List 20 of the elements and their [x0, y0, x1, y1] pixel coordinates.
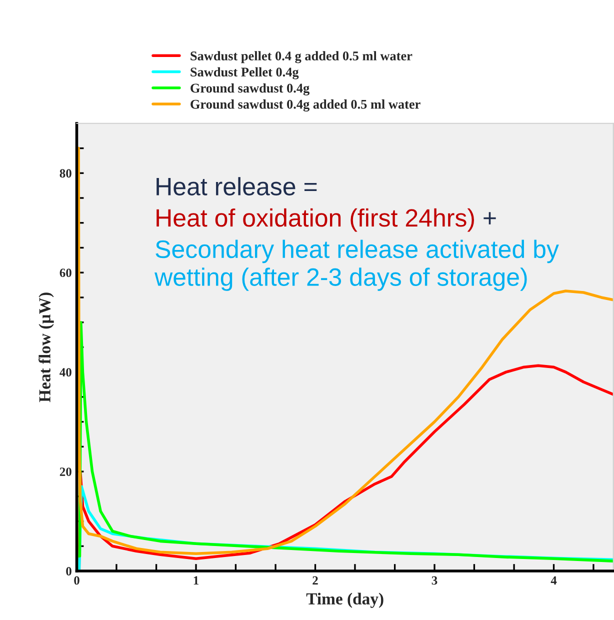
- x-tick-label: 0: [74, 576, 80, 585]
- annotation: Secondary heat release activated by wetting (after 2-3 days of storage): [154, 240, 559, 291]
- x-tick-label: 1: [194, 576, 198, 585]
- y-axis-title: Heat flow (µW): [38, 292, 54, 402]
- annotation: Heat release =: [156, 177, 317, 196]
- x-tick-label: 3: [432, 576, 438, 585]
- y-tick-label: 80: [60, 169, 72, 178]
- y-tick-label: 40: [60, 368, 72, 377]
- y-tick-label: 60: [60, 268, 72, 278]
- x-tick-label: 4: [550, 576, 557, 585]
- y-tick-label: 0: [66, 567, 72, 576]
- x-tick-label: 2: [312, 576, 318, 585]
- annotation: +: [484, 212, 496, 224]
- legend-label: Sawdust Pellet 0.4g: [190, 67, 299, 80]
- x-axis-title: Time (day): [306, 592, 384, 608]
- legend-label: Sawdust pellet 0.4 g added 0.5 ml water: [190, 51, 412, 64]
- y-tick-label: 20: [60, 468, 72, 476]
- legend-label: Ground sawdust 0.4g added 0.5 ml water: [190, 99, 420, 112]
- legend-label: Ground sawdust 0.4g: [190, 83, 310, 96]
- annotation: Heat of oxidation (first 24hrs): [156, 208, 474, 232]
